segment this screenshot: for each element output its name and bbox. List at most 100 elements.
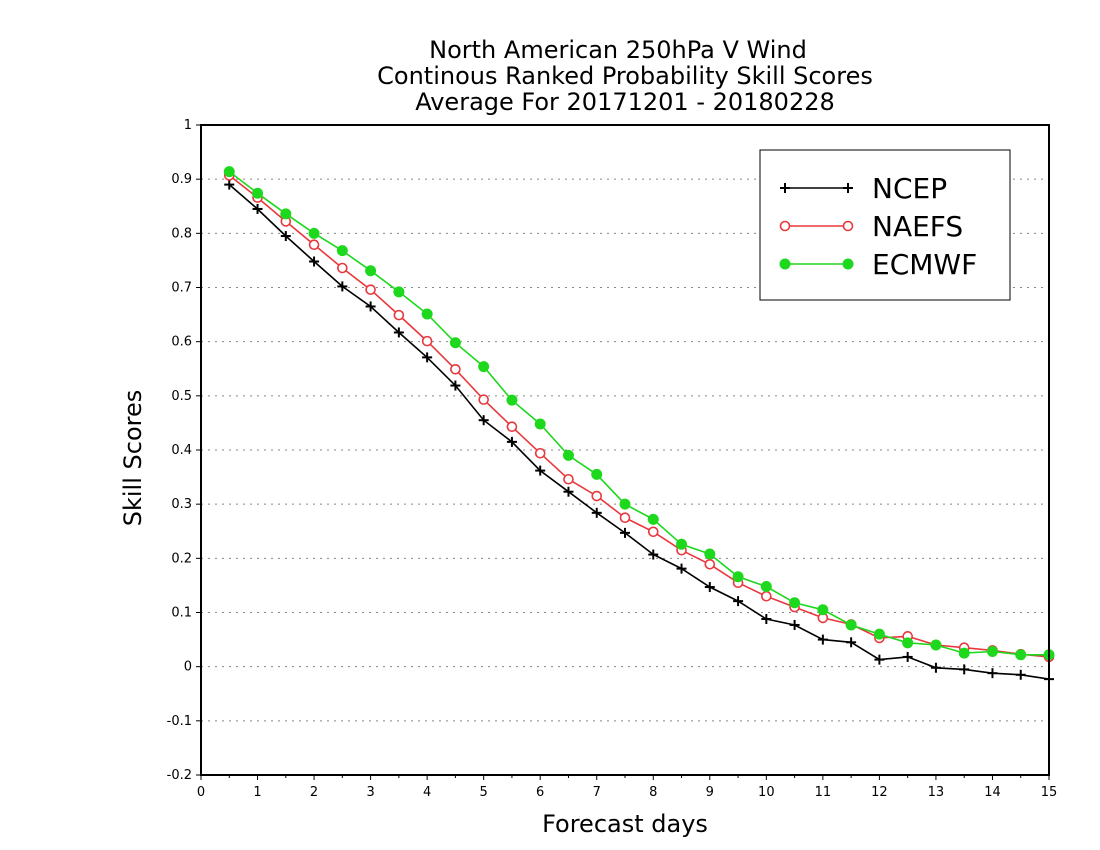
y-tick-label: 0.4 — [171, 443, 192, 458]
x-tick-label: 14 — [984, 785, 1001, 800]
legend-marker-ecmwf — [779, 258, 791, 270]
data-point-ncep — [224, 179, 235, 190]
data-point-ecmwf — [986, 646, 998, 657]
x-tick-label: 11 — [815, 785, 832, 800]
data-point-naefs — [647, 526, 659, 538]
data-point-naefs — [478, 394, 489, 405]
x-tick-label: 3 — [366, 785, 374, 800]
data-point-ncep — [365, 301, 376, 312]
x-tick-label: 12 — [871, 785, 888, 800]
data-point-ncep — [704, 582, 715, 593]
x-tick-label: 6 — [536, 785, 544, 800]
y-axis-label: Skill Scores — [119, 390, 147, 527]
legend-entry-ncep: NCEP — [780, 172, 947, 205]
data-point-ecmwf — [591, 468, 603, 480]
legend-box — [759, 149, 1011, 301]
data-point-ecmwf — [308, 227, 320, 239]
y-tick-label: 0.8 — [171, 226, 192, 241]
data-point-ncep — [563, 486, 574, 497]
data-point-ncep — [789, 619, 800, 630]
legend: NCEP NAEFS ECMWF — [759, 149, 1011, 301]
y-tick-label: 0.2 — [171, 551, 192, 566]
data-point-ecmwf — [732, 571, 744, 583]
x-tick-label: 2 — [310, 785, 318, 800]
data-point-ncep — [309, 256, 320, 267]
data-point-ecmwf — [393, 286, 405, 298]
x-tick-label: 13 — [928, 785, 945, 800]
data-point-ecmwf — [562, 449, 574, 461]
y-tick-label: 1 — [184, 118, 192, 133]
data-point-ecmwf — [336, 245, 348, 257]
data-point-ncep — [930, 662, 941, 673]
data-point-ecmwf — [647, 513, 659, 525]
data-point-ncep — [733, 596, 744, 607]
x-tick-label: 10 — [758, 785, 775, 800]
data-point-ecmwf — [280, 208, 292, 220]
series-lines — [223, 166, 1055, 685]
x-axis-label: Forecast days — [542, 810, 708, 838]
data-point-naefs — [619, 512, 631, 524]
data-point-ecmwf — [223, 166, 235, 178]
data-point-ncep — [478, 415, 489, 426]
legend-marker-ncep — [843, 183, 853, 193]
data-point-ncep — [648, 549, 659, 560]
y-tick-label: 0.3 — [171, 497, 192, 512]
data-point-ncep — [902, 651, 913, 662]
data-point-ecmwf — [676, 538, 688, 550]
data-point-ecmwf — [534, 418, 546, 430]
data-point-naefs — [365, 284, 376, 295]
data-point-naefs — [421, 335, 433, 347]
data-point-ncep — [422, 352, 433, 363]
data-point-naefs — [337, 262, 348, 274]
x-tick-label: 15 — [1041, 785, 1058, 800]
data-point-ecmwf — [506, 394, 518, 406]
data-point-ncep — [874, 654, 885, 665]
y-tick-label: 0.7 — [171, 281, 192, 296]
data-point-ecmwf — [789, 597, 801, 609]
data-point-ncep — [620, 527, 630, 538]
y-gridlines — [201, 178, 1049, 722]
y-tick-label: 0.1 — [171, 606, 192, 621]
x-tick-label: 0 — [197, 785, 205, 800]
data-point-ncep — [817, 634, 828, 645]
data-point-ecmwf — [845, 619, 857, 631]
data-point-naefs — [534, 447, 546, 459]
x-tick-label: 8 — [649, 785, 657, 800]
legend-label-ecmwf: ECMWF — [872, 248, 977, 281]
y-tick-label: -0.2 — [167, 768, 192, 783]
data-point-ncep — [506, 436, 517, 447]
chart-title-line-3: Average For 20171201 - 20180228 — [415, 88, 835, 116]
series-line-ncep — [228, 183, 1050, 680]
x-tick-label: 7 — [593, 785, 601, 800]
data-point-naefs — [761, 590, 772, 602]
data-point-ecmwf — [704, 548, 716, 560]
series-ecmwf — [223, 166, 1055, 661]
x-tick-label: 1 — [253, 785, 261, 800]
y-tick-label: 0.5 — [171, 389, 192, 404]
data-point-ncep — [761, 614, 772, 624]
data-point-ncep — [591, 507, 602, 518]
data-point-ecmwf — [930, 639, 942, 651]
data-point-naefs — [506, 421, 518, 433]
data-point-ncep — [393, 327, 404, 338]
y-tick-label: 0.6 — [171, 335, 192, 350]
data-point-ecmwf — [365, 265, 377, 277]
plot-area-frame — [200, 124, 1050, 776]
x-tick-label: 9 — [706, 785, 714, 800]
data-point-ncep — [959, 664, 970, 675]
chart-title-line-2: Continous Ranked Probability Skill Score… — [377, 62, 873, 90]
legend-marker-naefs — [779, 220, 791, 232]
data-point-ncep — [987, 668, 998, 679]
data-point-ecmwf — [449, 337, 461, 349]
data-point-ecmwf — [902, 637, 914, 649]
legend-label-ncep: NCEP — [872, 172, 947, 205]
data-point-ecmwf — [817, 604, 829, 616]
data-point-naefs — [704, 558, 716, 570]
data-point-ncep — [280, 231, 291, 242]
data-point-ncep — [846, 637, 857, 648]
y-axis-ticks: -0.2 -0.1 0 0.1 0.2 0.3 0.4 0.5 0.6 0.7 0.8 0.9 1 — [167, 118, 201, 783]
y-tick-label: 0.9 — [171, 172, 192, 187]
data-point-ecmwf — [1015, 649, 1027, 661]
data-point-ncep — [337, 281, 348, 292]
